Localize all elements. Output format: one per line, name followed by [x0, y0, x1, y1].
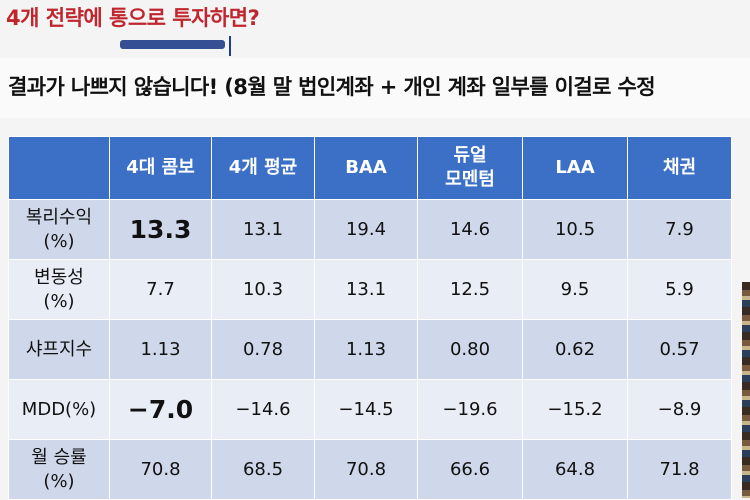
header-cell: 듀얼 모멘텀 — [417, 136, 523, 200]
row-label: 변동성 (%) — [8, 259, 110, 320]
table-cell: −14.5 — [314, 379, 418, 440]
table-cell: 13.1 — [314, 259, 418, 320]
row-label: 복리수익 (%) — [8, 199, 110, 260]
header-cell: 4대 콤보 — [109, 136, 212, 200]
table-row: 월 승률 (%) 70.8 68.5 70.8 66.6 64.8 71.8 — [8, 439, 732, 500]
table-cell: 13.1 — [211, 199, 315, 260]
table-cell: 1.13 — [109, 319, 212, 380]
header-cell: BAA — [314, 136, 418, 200]
table-cell: −8.9 — [627, 379, 732, 440]
table-cell: 10.5 — [522, 199, 628, 260]
slide-subtitle: 결과가 나쁘지 않습니다! (8월 말 법인계좌 + 개인 계좌 일부를 이걸로… — [8, 75, 656, 99]
table-cell: −14.6 — [211, 379, 315, 440]
header-cell: LAA — [522, 136, 628, 200]
table-header-row: 4대 콤보 4개 평균 BAA 듀얼 모멘텀 LAA 채권 — [8, 136, 732, 200]
row-label: 월 승률 (%) — [8, 439, 110, 500]
table-cell: 13.3 — [109, 199, 212, 260]
table-row: 복리수익 (%) 13.3 13.1 19.4 14.6 10.5 7.9 — [8, 199, 732, 260]
ink-smudge — [120, 40, 225, 49]
row-label: 샤프지수 — [8, 319, 110, 380]
table-row: MDD(%) −7.0 −14.6 −14.5 −19.6 −15.2 −8.9 — [8, 379, 732, 440]
table-cell: −7.0 — [109, 379, 212, 440]
strategy-comparison-table: 4대 콤보 4개 평균 BAA 듀얼 모멘텀 LAA 채권 복리수익 (%) 1… — [8, 136, 732, 500]
table-cell: 68.5 — [211, 439, 315, 500]
table-cell: −19.6 — [417, 379, 523, 440]
table-cell: 0.78 — [211, 319, 315, 380]
slide-title: 4개 전략에 통으로 투자하면? — [6, 6, 260, 30]
table-cell: 0.80 — [417, 319, 523, 380]
row-label: MDD(%) — [8, 379, 110, 440]
table-cell: 71.8 — [627, 439, 732, 500]
table-cell: 0.62 — [522, 319, 628, 380]
background-photo-edge — [742, 282, 750, 498]
table-cell: 12.5 — [417, 259, 523, 320]
table-row: 변동성 (%) 7.7 10.3 13.1 12.5 9.5 5.9 — [8, 259, 732, 320]
table-cell: 0.57 — [627, 319, 732, 380]
ink-smudge-line — [229, 36, 231, 56]
table-row: 샤프지수 1.13 0.78 1.13 0.80 0.62 0.57 — [8, 319, 732, 380]
table-cell: 70.8 — [314, 439, 418, 500]
subtitle-band — [0, 58, 750, 118]
header-cell: 4개 평균 — [211, 136, 315, 200]
header-cell: 채권 — [627, 136, 732, 200]
table-cell: 5.9 — [627, 259, 732, 320]
table-cell: 1.13 — [314, 319, 418, 380]
table-cell: 9.5 — [522, 259, 628, 320]
header-corner — [8, 136, 110, 200]
table-cell: −15.2 — [522, 379, 628, 440]
table-cell: 7.7 — [109, 259, 212, 320]
table-cell: 70.8 — [109, 439, 212, 500]
table-cell: 14.6 — [417, 199, 523, 260]
table-cell: 64.8 — [522, 439, 628, 500]
table-cell: 19.4 — [314, 199, 418, 260]
table-cell: 7.9 — [627, 199, 732, 260]
table-cell: 66.6 — [417, 439, 523, 500]
table-cell: 10.3 — [211, 259, 315, 320]
